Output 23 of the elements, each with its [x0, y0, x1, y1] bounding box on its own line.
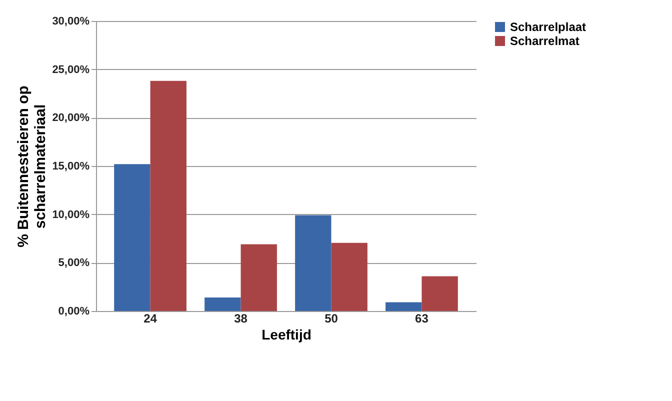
- bar: [240, 244, 277, 311]
- legend-label: Scharrelmat: [510, 34, 580, 48]
- y-tick-label: 30,00%: [52, 16, 90, 28]
- bar: [295, 215, 332, 311]
- y-tick-label: 25,00%: [52, 64, 90, 76]
- y-tick-label: 0,00%: [58, 306, 90, 318]
- x-tick-label: 50: [324, 312, 338, 326]
- y-tick-label: 10,00%: [52, 208, 90, 221]
- bar: [331, 242, 368, 311]
- x-axis-title: Leeftijd: [262, 326, 312, 342]
- y-tick-label: 20,00%: [52, 112, 90, 124]
- bar: [422, 276, 458, 311]
- legend-label: Scharrelplaat: [510, 20, 586, 34]
- bar: [386, 302, 422, 311]
- y-tick-label: 5,00%: [58, 257, 90, 270]
- bar: [114, 164, 150, 311]
- x-tick-label: 63: [415, 312, 429, 326]
- y-axis-title: % Buitennesteieren op scharrelmateriaal: [15, 86, 50, 248]
- x-tick-label: 24: [144, 312, 158, 326]
- bar: [204, 297, 241, 311]
- x-tick-label: 38: [234, 312, 248, 326]
- y-tick-label: 15,00%: [52, 160, 90, 172]
- bar: [150, 80, 186, 311]
